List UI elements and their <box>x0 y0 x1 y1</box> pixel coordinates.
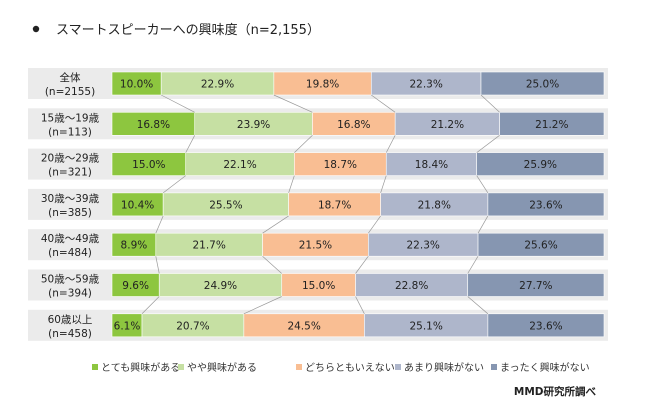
data-label: 24.5% <box>287 320 320 332</box>
data-label: 22.9% <box>201 79 234 91</box>
connector-line <box>273 94 313 113</box>
data-label: 18.7% <box>318 199 351 211</box>
data-label: 9.6% <box>122 280 149 292</box>
legend-swatch <box>178 364 184 370</box>
connector-line <box>262 255 282 274</box>
legend-swatch <box>491 364 497 370</box>
data-label: 22.3% <box>409 79 442 91</box>
data-label: 20.7% <box>176 320 209 332</box>
connector-lines <box>141 94 500 315</box>
bar-segment <box>476 152 605 176</box>
connector-line <box>243 296 282 315</box>
category-label: 40歳～49歳 <box>41 233 100 245</box>
category-n-label: (n=113) <box>48 126 92 138</box>
connector-line <box>476 135 500 153</box>
connector-line <box>185 135 196 153</box>
connector-line <box>262 215 289 234</box>
data-label: 15.0% <box>302 280 335 292</box>
data-label: 25.1% <box>409 320 442 332</box>
connector-line <box>476 175 489 194</box>
connector-line <box>155 256 160 274</box>
data-label: 25.0% <box>526 79 559 91</box>
data-label: 23.6% <box>529 320 562 332</box>
connector-line <box>480 94 500 113</box>
data-label: 8.9% <box>121 240 148 252</box>
bar-segment <box>480 71 605 96</box>
data-label: 25.5% <box>209 199 242 211</box>
data-label: 16.8% <box>137 119 170 131</box>
connector-line <box>477 215 489 234</box>
data-label: 19.8% <box>306 79 339 91</box>
connector-line <box>368 215 381 234</box>
chart-title: スマートスピーカーへの興味度（n=2,155） <box>56 22 320 38</box>
category-label: 50歳～59歳 <box>41 274 100 286</box>
data-label: 23.9% <box>237 119 270 131</box>
category-label: 15歳～19歳 <box>41 112 100 124</box>
legend: とても興味がある やや興味がある どちらともいえない あまり興味がない まったく興味がな… <box>92 361 590 374</box>
data-label: 25.6% <box>524 240 557 252</box>
legend-swatch <box>92 364 98 370</box>
legend-entry: あまり興味がない <box>404 361 484 374</box>
data-label: 27.7% <box>519 280 552 292</box>
data-label: 22.3% <box>407 240 440 252</box>
category-label: 全体 <box>60 71 81 84</box>
category-n-label: (n=394) <box>48 288 92 300</box>
connector-line <box>294 135 313 153</box>
connector-line <box>141 296 160 315</box>
bar-rows: 全体 (n=2155) 10.0% 22.9% 19.8% 22.3% 25.0% 15歳～1… <box>41 71 605 340</box>
source-label: MMD研究所調べ <box>514 385 597 398</box>
bar-segment <box>487 192 605 217</box>
legend-entry: まったく興味がない <box>500 361 590 374</box>
category-n-label: (n=484) <box>48 247 92 259</box>
connector-line <box>355 255 369 274</box>
connector-line <box>155 215 164 234</box>
data-label: 21.2% <box>535 119 568 131</box>
category-label: 30歳～39歳 <box>41 193 100 205</box>
data-label: 24.9% <box>204 280 237 292</box>
connector-line <box>288 175 295 194</box>
connector-line <box>355 296 365 314</box>
data-label: 6.1% <box>114 320 141 332</box>
category-n-label: (n=458) <box>48 328 92 340</box>
bar-segment <box>487 313 605 338</box>
legend-swatch <box>296 364 302 370</box>
title-bullet <box>32 25 40 33</box>
connector-line <box>467 256 479 274</box>
data-label: 23.6% <box>529 199 562 211</box>
data-label: 25.9% <box>524 159 557 171</box>
category-label: 60歳以上 <box>48 314 93 326</box>
data-label: 15.0% <box>132 159 165 171</box>
data-label: 18.4% <box>415 159 448 171</box>
connector-line <box>380 175 387 194</box>
data-label: 10.0% <box>120 79 153 91</box>
connector-line <box>371 94 396 113</box>
category-n-label: (n=385) <box>48 207 92 219</box>
connector-line <box>161 94 195 113</box>
bar-segment <box>467 273 605 297</box>
connector-line <box>385 135 396 153</box>
bar-segment <box>499 112 605 136</box>
category-label: 20歳～29歳 <box>41 153 100 165</box>
legend-entry: とても興味がある <box>101 361 180 374</box>
data-label: 21.8% <box>418 199 451 211</box>
connector-line <box>467 296 489 315</box>
data-label: 18.7% <box>324 159 357 171</box>
data-label: 21.7% <box>192 240 225 252</box>
bar-segment <box>477 232 605 257</box>
category-n-label: (n=2155) <box>45 86 95 98</box>
data-label: 22.8% <box>395 280 428 292</box>
data-label: 16.8% <box>337 119 370 131</box>
category-n-label: (n=321) <box>48 167 92 179</box>
data-label: 10.4% <box>121 199 154 211</box>
legend-entry: やや興味がある <box>187 361 257 374</box>
data-label: 21.2% <box>431 119 464 131</box>
data-label: 22.1% <box>223 159 256 171</box>
data-label: 21.5% <box>299 240 332 252</box>
legend-entry: どちらともいえない <box>305 362 395 374</box>
connector-line <box>162 175 186 194</box>
legend-swatch <box>395 364 401 370</box>
